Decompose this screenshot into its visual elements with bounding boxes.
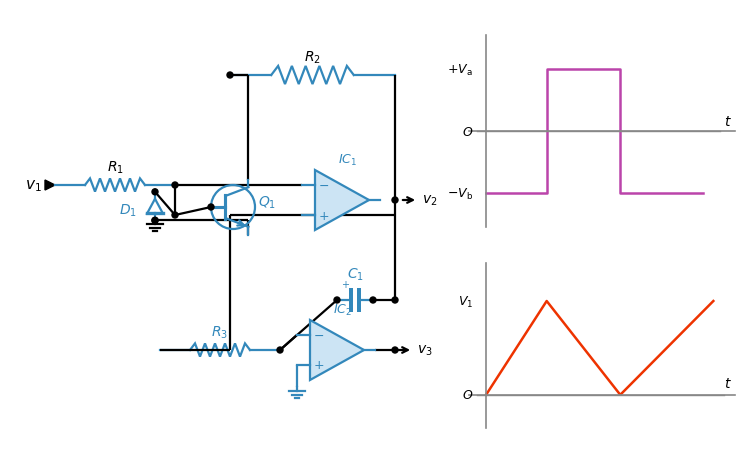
Text: $D_1$: $D_1$ xyxy=(119,202,137,219)
Circle shape xyxy=(370,298,376,303)
Text: $+V_{\rm a}$: $+V_{\rm a}$ xyxy=(448,63,473,78)
Polygon shape xyxy=(315,171,369,231)
Text: −: − xyxy=(319,179,329,192)
Circle shape xyxy=(227,73,233,79)
Text: −: − xyxy=(314,329,324,342)
Text: $v_2$: $v_2$ xyxy=(422,193,437,208)
Circle shape xyxy=(172,182,178,188)
Text: $C_1$: $C_1$ xyxy=(346,266,364,283)
Circle shape xyxy=(208,205,214,211)
Text: $Q_1$: $Q_1$ xyxy=(258,194,276,211)
Polygon shape xyxy=(310,320,364,380)
Text: $R_2$: $R_2$ xyxy=(304,50,321,66)
Text: $R_1$: $R_1$ xyxy=(106,159,124,176)
Text: $R_3$: $R_3$ xyxy=(211,324,229,340)
Text: $t$: $t$ xyxy=(724,376,732,390)
Text: $t$: $t$ xyxy=(724,115,732,129)
Text: +: + xyxy=(314,359,324,372)
Circle shape xyxy=(392,197,398,203)
Circle shape xyxy=(334,298,340,303)
Circle shape xyxy=(392,347,398,353)
Text: $V_1$: $V_1$ xyxy=(458,294,473,309)
Text: +: + xyxy=(319,209,329,222)
Text: $-V_{\rm b}$: $-V_{\rm b}$ xyxy=(447,186,473,201)
Text: $v_1$: $v_1$ xyxy=(26,178,42,193)
Text: $O$: $O$ xyxy=(462,389,473,401)
Text: $v_3$: $v_3$ xyxy=(417,343,433,358)
Text: $O$: $O$ xyxy=(462,126,473,138)
Polygon shape xyxy=(45,181,55,191)
Circle shape xyxy=(152,218,158,224)
Circle shape xyxy=(277,347,283,353)
Circle shape xyxy=(152,189,158,195)
Text: $IC_2$: $IC_2$ xyxy=(333,302,352,317)
Text: $IC_1$: $IC_1$ xyxy=(338,152,357,167)
Circle shape xyxy=(392,298,398,303)
Text: +: + xyxy=(341,279,350,289)
Circle shape xyxy=(152,218,158,224)
Circle shape xyxy=(172,212,178,218)
